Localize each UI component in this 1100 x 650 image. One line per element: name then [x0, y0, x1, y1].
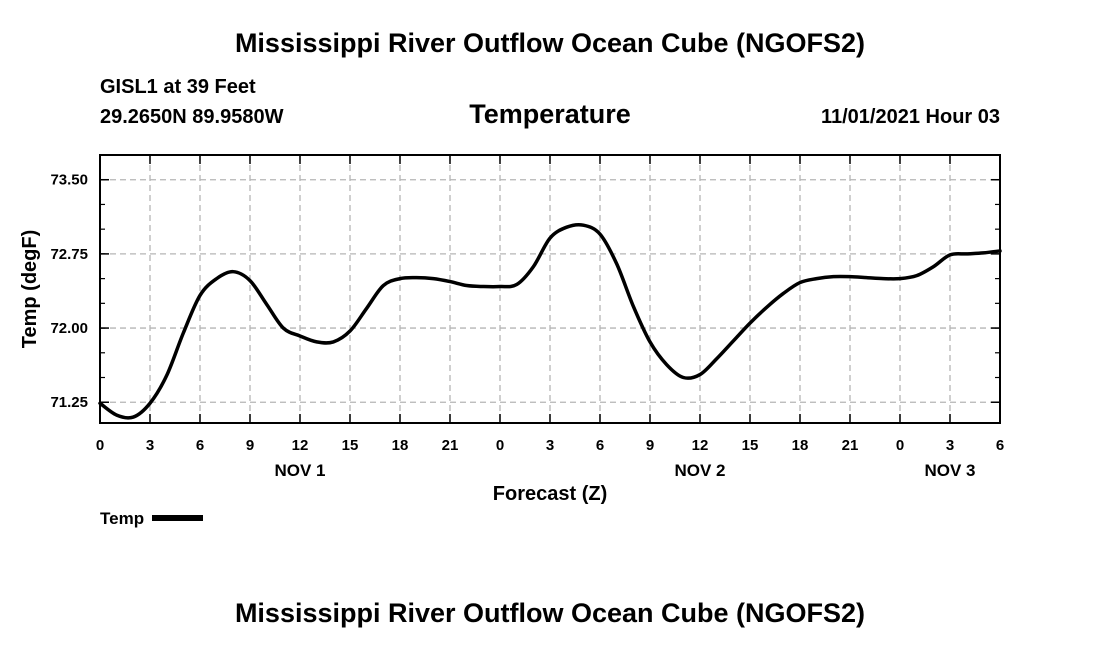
legend-label: Temp — [100, 509, 145, 528]
axis-tick-labels: 0 3 6 9 12 15 18 21 0 3 6 9 12 15 18 21 0 3 6 71.25 72.00 72.… — [50, 172, 1004, 480]
chart-subtitle: Temperature — [469, 99, 631, 129]
x-tick-label: 9 — [246, 437, 254, 454]
x-tick-label: 3 — [146, 437, 154, 454]
x-tick-label: 6 — [196, 437, 204, 454]
axis-ticks — [99, 154, 1001, 423]
gridlines — [100, 155, 1000, 423]
chart-title: Mississippi River Outflow Ocean Cube (NG… — [234, 28, 866, 58]
x-tick-label: 12 — [292, 437, 309, 454]
x-tick-label: 18 — [792, 437, 809, 454]
x-tick-label: 15 — [742, 437, 759, 454]
day-label: NOV 2 — [674, 461, 725, 480]
legend-swatch — [152, 514, 204, 521]
x-tick-label: 9 — [646, 437, 654, 454]
station-coordinates: 29.2650N 89.9580W — [100, 106, 284, 128]
x-tick-label: 18 — [392, 437, 409, 454]
legend: Temp — [100, 509, 204, 529]
x-axis-title: Forecast (Z) — [493, 483, 607, 505]
x-tick-label: 12 — [692, 437, 709, 454]
x-tick-label: 0 — [496, 437, 504, 454]
x-tick-label: 3 — [946, 437, 954, 454]
footer-title: Mississippi River Outflow Ocean Cube (NG… — [234, 598, 866, 628]
x-tick-label: 0 — [96, 437, 104, 454]
x-tick-label: 21 — [842, 437, 859, 454]
y-tick-label: 73.50 — [50, 172, 88, 189]
day-label: NOV 1 — [274, 461, 325, 480]
x-tick-label: 15 — [342, 437, 359, 454]
y-axis-title: Temp (degF) — [19, 230, 41, 349]
x-tick-label: 3 — [546, 437, 554, 454]
temp-series-line — [98, 222, 1002, 420]
day-label: NOV 3 — [924, 461, 975, 480]
y-tick-label: 72.00 — [50, 320, 88, 337]
x-tick-label: 6 — [596, 437, 604, 454]
x-tick-label: 6 — [996, 437, 1004, 454]
x-tick-label: 21 — [442, 437, 459, 454]
forecast-datetime: 11/01/2021 Hour 03 — [820, 106, 1000, 128]
x-tick-label: 0 — [896, 437, 904, 454]
y-tick-label: 71.25 — [50, 394, 88, 411]
station-label: GISL1 at 39 Feet — [100, 76, 256, 98]
y-tick-label: 72.75 — [50, 246, 88, 263]
